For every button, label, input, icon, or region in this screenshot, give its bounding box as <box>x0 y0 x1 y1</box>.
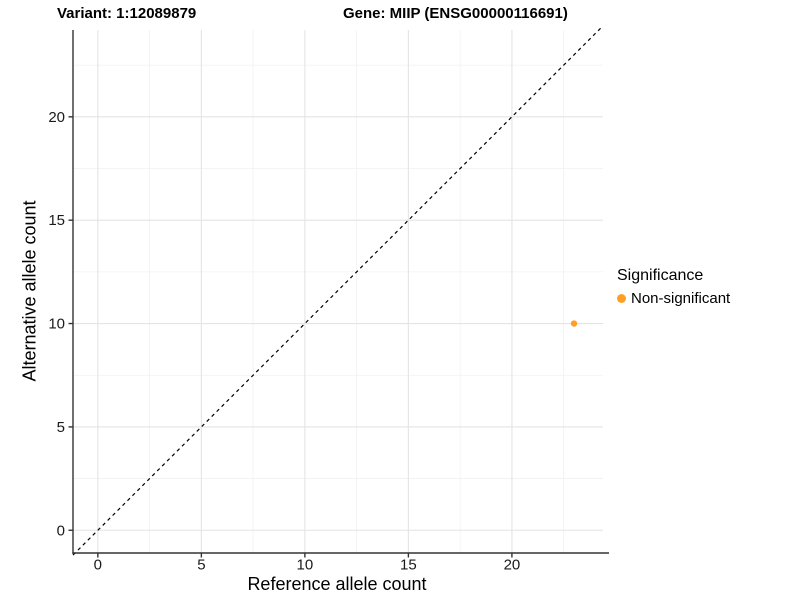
legend-item: Non-significant <box>617 290 730 307</box>
y-tick-label: 10 <box>48 316 65 333</box>
legend-item-label: Non-significant <box>631 290 731 307</box>
x-tick-label: 0 <box>94 557 102 574</box>
identity-reference-line <box>72 25 604 556</box>
legend-key-dot <box>617 294 626 303</box>
y-tick-label: 5 <box>57 419 65 436</box>
y-axis-title: Alternative allele count <box>19 200 40 382</box>
x-tick-label: 5 <box>197 557 205 574</box>
y-tick-label: 20 <box>48 109 65 126</box>
plot-title-gene: Gene: MIIP (ENSG00000116691) <box>343 5 568 22</box>
y-tick-label: 0 <box>57 522 65 539</box>
x-tick-label: 20 <box>504 557 521 574</box>
legend-title: Significance <box>617 267 704 284</box>
legend: Significance Non-significant <box>617 267 730 307</box>
plot-title-variant: Variant: 1:12089879 <box>57 5 197 22</box>
x-axis-title: Reference allele count <box>247 574 427 594</box>
data-point <box>570 320 578 327</box>
x-tick-label: 15 <box>400 557 417 574</box>
y-tick-label: 15 <box>48 212 65 229</box>
x-tick-label: 10 <box>297 557 314 574</box>
